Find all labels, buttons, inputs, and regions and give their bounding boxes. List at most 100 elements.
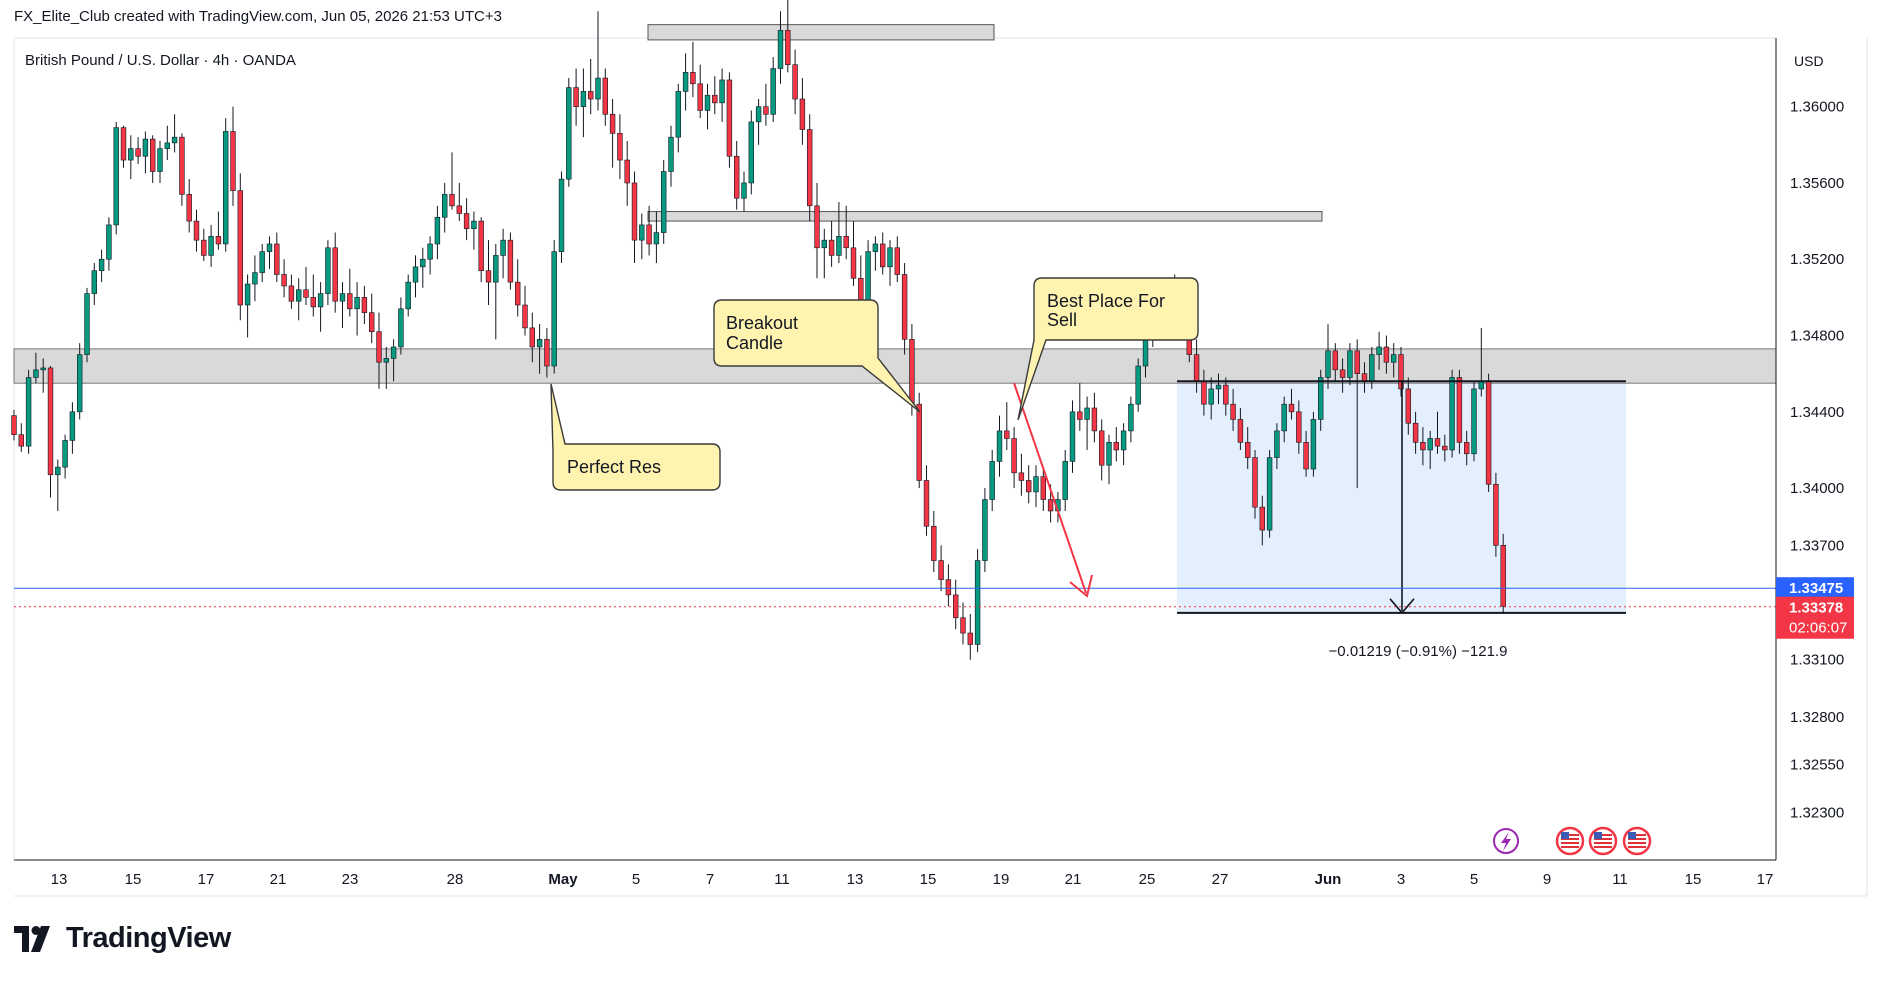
candle-body [1106, 442, 1112, 466]
candle-body [1215, 384, 1222, 390]
candle [368, 293, 375, 344]
time-tick-label: 3 [1397, 871, 1405, 888]
candle-body [602, 77, 609, 115]
candle-body [690, 72, 696, 85]
candle-body [587, 91, 594, 100]
candle-body [646, 224, 652, 245]
candle [785, 0, 791, 73]
candle-body [55, 466, 61, 476]
candle [916, 392, 922, 489]
candle-body [135, 148, 141, 157]
candle [763, 83, 769, 126]
candle-body [193, 220, 200, 241]
candle-body [84, 293, 90, 355]
candle [1230, 388, 1236, 431]
price-tick-label: 1.32300 [1790, 804, 1844, 821]
candle-body [1303, 442, 1309, 470]
candle [164, 125, 170, 161]
upper-zone-mid [647, 211, 1323, 222]
candle [398, 297, 404, 355]
candle-body [806, 129, 813, 207]
candle-body [1376, 346, 1382, 355]
candle [1252, 449, 1258, 519]
candle-body [697, 83, 703, 111]
candle [208, 224, 214, 267]
sell-arrow-head [1069, 574, 1093, 598]
candle [1084, 396, 1090, 450]
candle-body [1412, 422, 1419, 443]
candle-body [1223, 384, 1229, 405]
candle-body [171, 136, 178, 144]
candle [609, 99, 616, 168]
candle-body [1230, 403, 1236, 420]
candle-body [376, 331, 382, 363]
candle [303, 266, 309, 306]
candle [1434, 411, 1441, 454]
candle-body [11, 415, 17, 435]
us-flag-icon[interactable] [1622, 826, 1652, 856]
candle-body [748, 121, 755, 184]
candle [850, 221, 857, 286]
candle-body [223, 131, 229, 245]
time-tick-label: 5 [1470, 871, 1478, 888]
time-tick-label: 21 [1065, 871, 1082, 888]
us-flag-icon[interactable] [1555, 826, 1585, 856]
candle-body [339, 293, 346, 302]
upper-zone-top [647, 24, 995, 41]
last-price-tag-text: 1.33378 [1789, 600, 1843, 617]
candle-body [814, 205, 820, 249]
price-tick-label: 1.33100 [1790, 652, 1844, 669]
candle-body [799, 98, 806, 130]
candle [55, 459, 61, 511]
candle [1033, 465, 1039, 508]
candle [434, 205, 441, 260]
candle [653, 211, 660, 264]
candle-body [310, 297, 316, 308]
us-flag-icon[interactable] [1588, 826, 1618, 856]
candle [405, 274, 411, 317]
lightning-icon[interactable] [1493, 828, 1519, 854]
price-tick-label: 1.34000 [1790, 480, 1844, 497]
candle-body [858, 278, 864, 302]
time-tick-label: 9 [1543, 871, 1551, 888]
candle [223, 118, 229, 252]
candle [142, 131, 149, 174]
candle-body [449, 194, 455, 207]
time-tick-label: 7 [706, 871, 714, 888]
time-tick-label: 11 [774, 871, 790, 888]
candle [573, 68, 579, 126]
candle [668, 125, 674, 187]
candle-body [1026, 480, 1032, 493]
candle-body [1084, 407, 1090, 420]
candle-body [785, 30, 791, 66]
candle-body [1018, 472, 1025, 481]
candle [259, 243, 265, 283]
candle-body [128, 148, 134, 161]
candle-body [47, 367, 54, 476]
candle-body [1069, 411, 1076, 462]
candle [1318, 369, 1324, 431]
candle-body [836, 236, 842, 256]
candle [1274, 423, 1280, 470]
candle-body [1128, 403, 1134, 432]
candle [463, 198, 470, 241]
candle [1062, 449, 1068, 511]
candle-body [1420, 442, 1426, 451]
candle [1339, 358, 1346, 393]
candle [347, 268, 353, 317]
candle [295, 278, 302, 321]
candle [529, 312, 536, 363]
tradingview-logo[interactable]: TradingView [14, 922, 231, 955]
candle-body [1485, 380, 1492, 485]
candle-body [1237, 419, 1244, 443]
candle [1135, 358, 1141, 412]
candle [821, 228, 828, 279]
candle [274, 232, 280, 283]
candle-body [1113, 442, 1120, 451]
candle [135, 137, 141, 164]
candle-body [332, 247, 338, 302]
candle [996, 415, 1003, 477]
candle-body [463, 213, 470, 230]
candle [967, 613, 974, 660]
